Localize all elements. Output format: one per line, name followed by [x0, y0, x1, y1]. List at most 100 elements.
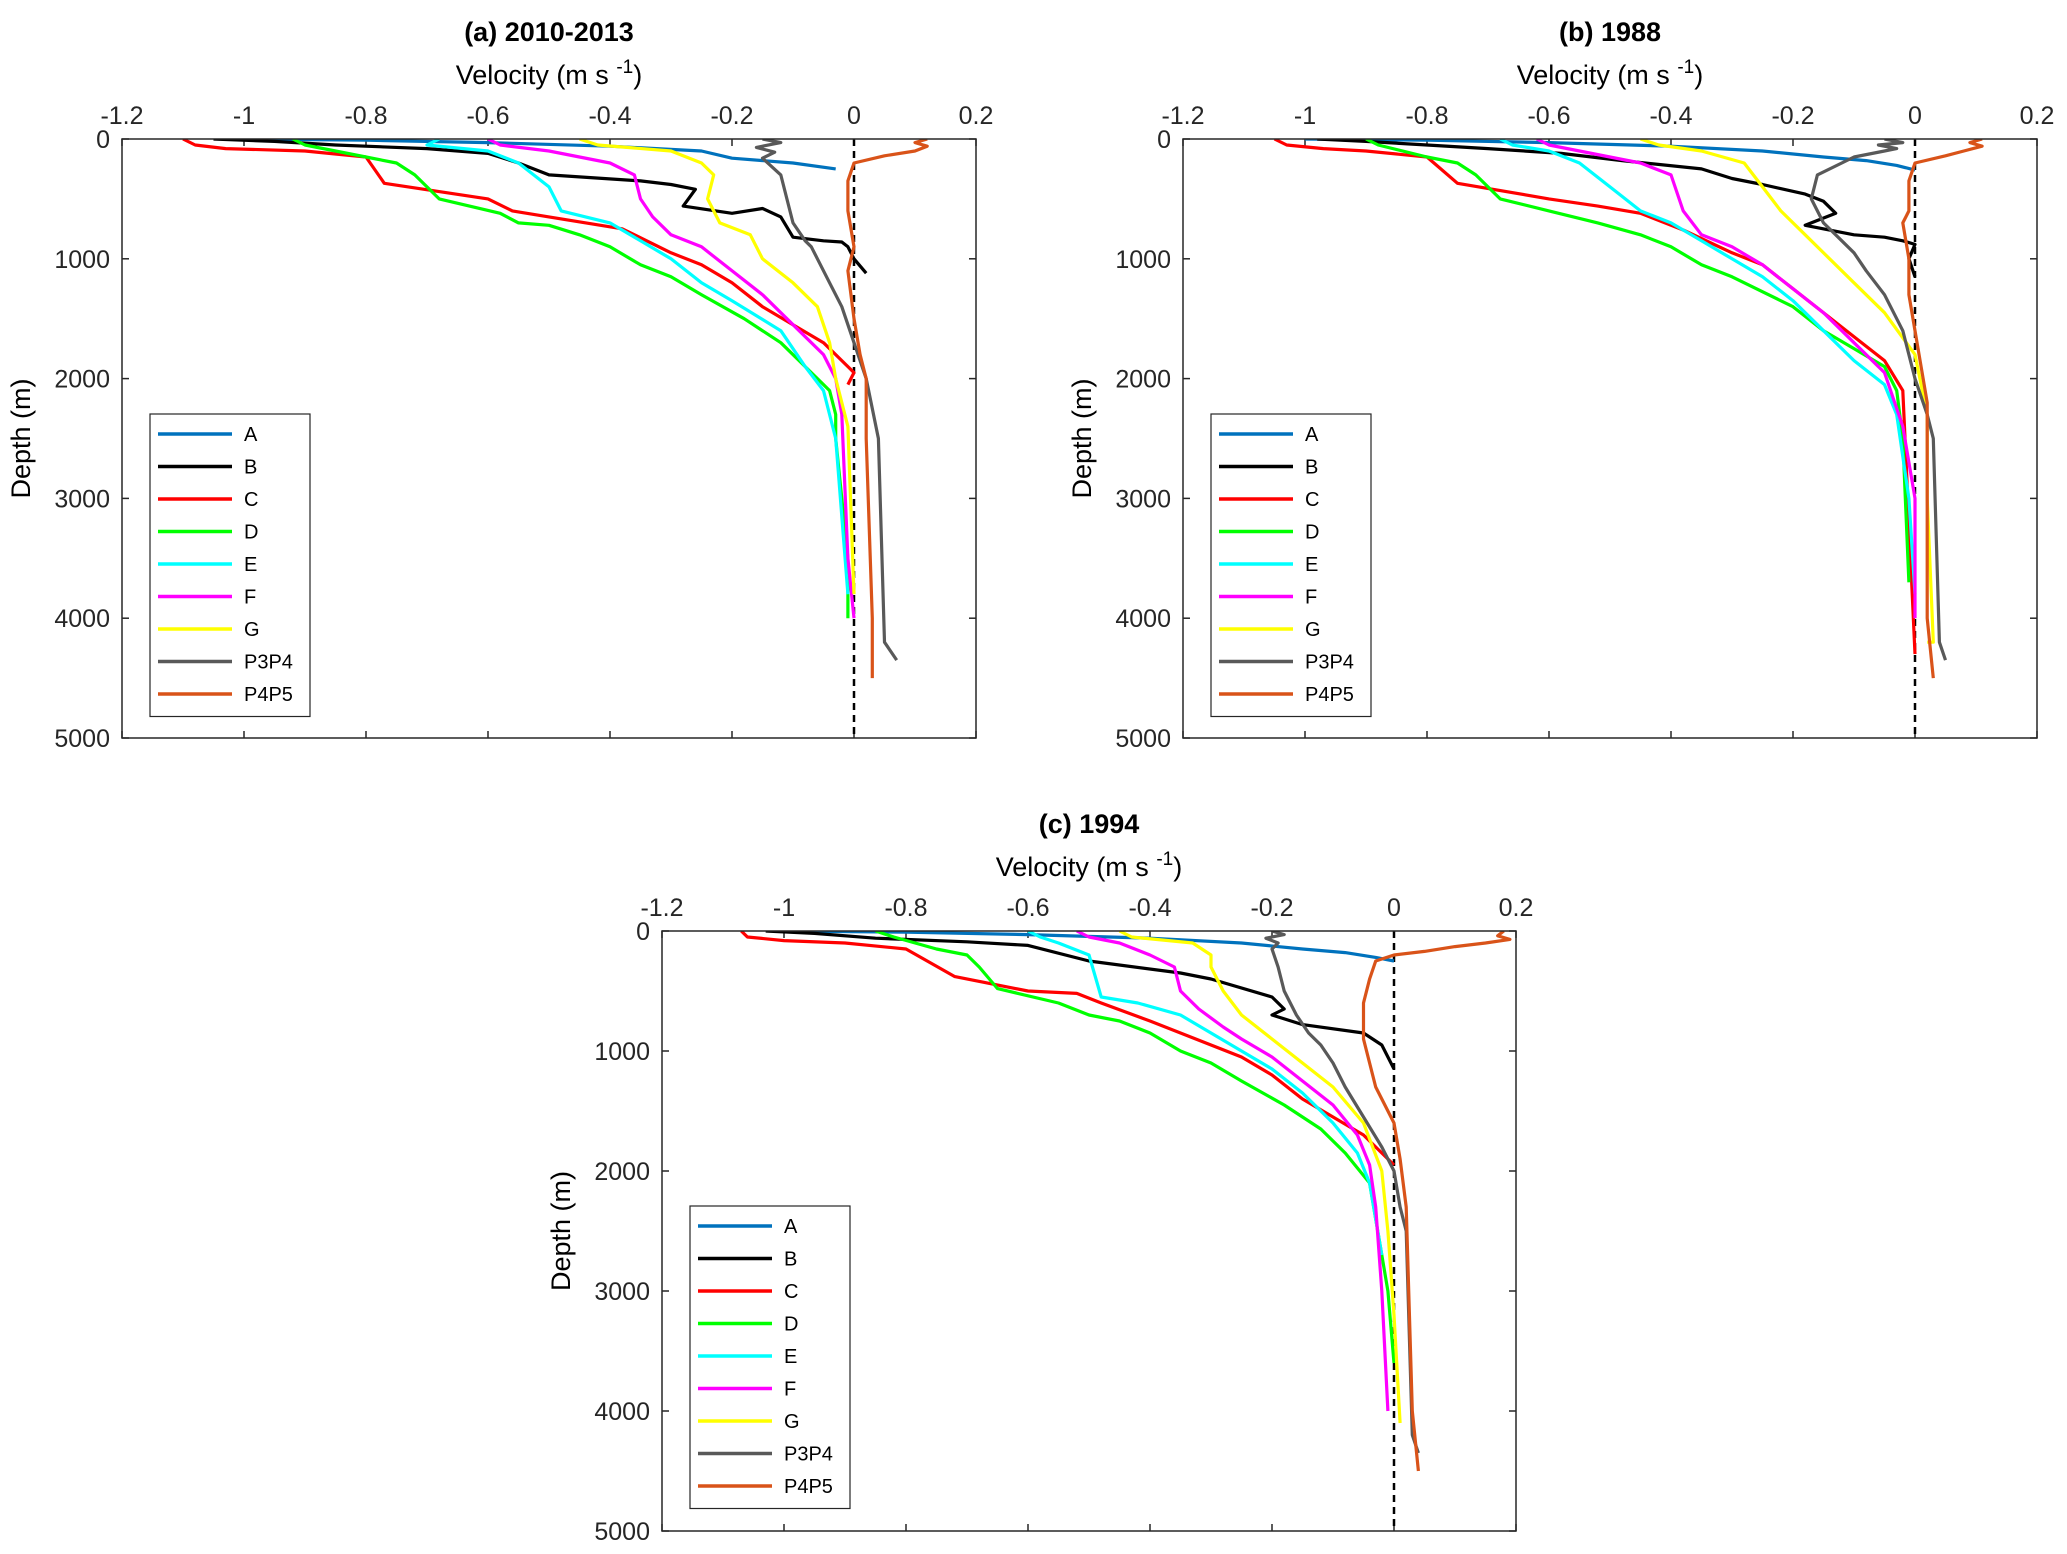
legend-label-f: F	[244, 587, 256, 609]
x-tick-label: -1	[233, 102, 255, 130]
legend-label-c: C	[784, 1281, 798, 1303]
legend-label-d: D	[784, 1314, 798, 1336]
series-line-b	[1317, 139, 1917, 278]
y-tick-label: 2000	[54, 366, 110, 394]
x-axis-label: Velocity (m s -1)	[996, 849, 1182, 882]
x-axis-label: Velocity (m s -1)	[456, 57, 642, 90]
y-tick-label: 1000	[54, 246, 110, 274]
legend-label-f: F	[784, 1379, 796, 1401]
legend-label-p3p4: P3P4	[1305, 652, 1354, 674]
series-line-e	[1499, 139, 1917, 595]
axes-frame	[1182, 138, 2038, 739]
legend-label-p3p4: P3P4	[244, 652, 293, 674]
chart-title: (a) 2010-2013	[464, 17, 634, 47]
y-tick-label: 3000	[1115, 485, 1171, 513]
legend-label-e: E	[784, 1346, 797, 1368]
legend-label-p3p4: P3P4	[784, 1444, 833, 1466]
legend-label-b: B	[784, 1249, 797, 1271]
y-tick-label: 0	[636, 918, 650, 946]
chart-title: (c) 1994	[1039, 809, 1140, 839]
series-line-c	[182, 139, 856, 386]
series-line-f	[487, 139, 856, 619]
chart-title: (b) 1988	[1559, 17, 1661, 47]
axes-frame	[121, 138, 977, 739]
x-tick-label: 0	[1387, 894, 1401, 922]
series-line-p4p5	[846, 139, 929, 679]
x-tick-label: -0.6	[466, 102, 509, 130]
x-tick-label: -0.6	[1006, 894, 1049, 922]
series-line-a	[783, 931, 1395, 963]
y-tick-label: 1000	[594, 1038, 650, 1066]
y-tick-label: 1000	[1115, 246, 1171, 274]
chart-panel-1: (a) 2010-2013 Velocity (m s -1) Depth (m) -…	[6, 17, 993, 753]
y-tick-label: 2000	[1115, 366, 1171, 394]
y-tick-label: 5000	[1115, 725, 1171, 753]
series-line-d	[875, 931, 1396, 1364]
series-line-e	[425, 139, 850, 595]
chart-panel-3: (c) 1994 Velocity (m s -1) Depth (m) -1.2 -1…	[546, 809, 1533, 1546]
legend-label-a: A	[1305, 424, 1319, 446]
series-line-f	[1536, 139, 1917, 619]
series-line-d	[1365, 139, 1911, 583]
x-tick-label: -0.8	[344, 102, 387, 130]
x-tick-label: 0.2	[2020, 102, 2055, 130]
x-tick-label: -0.4	[1128, 894, 1171, 922]
x-tick-label: -0.2	[710, 102, 753, 130]
x-tick-label: -1.2	[100, 102, 143, 130]
x-tick-label: -0.4	[1649, 102, 1692, 130]
legend-label-c: C	[244, 489, 258, 511]
y-tick-label: 3000	[594, 1278, 650, 1306]
legend-label-a: A	[784, 1216, 798, 1238]
series-line-p4p5	[1361, 931, 1512, 1472]
series-line-c	[1273, 139, 1917, 655]
x-tick-label: -0.8	[884, 894, 927, 922]
legend-label-b: B	[244, 457, 257, 479]
legend-label-f: F	[1305, 587, 1317, 609]
x-tick-label: -1	[773, 894, 795, 922]
y-tick-label: 4000	[594, 1398, 650, 1426]
x-tick-label: -1.2	[1161, 102, 1204, 130]
series-line-p3p4	[1264, 931, 1420, 1454]
series-line-g	[579, 139, 856, 595]
series-line-b	[213, 139, 868, 275]
series-line-p3p4	[754, 139, 899, 662]
x-tick-label: -1	[1294, 102, 1316, 130]
x-tick-label: 0.2	[1499, 894, 1534, 922]
x-tick-label: 0.2	[959, 102, 994, 130]
y-tick-label: 4000	[54, 605, 110, 633]
x-tick-label: -0.8	[1405, 102, 1448, 130]
x-tick-label: -0.2	[1771, 102, 1814, 130]
x-tick-label: -0.6	[1527, 102, 1570, 130]
series-line-e	[1027, 931, 1384, 1256]
legend-label-e: E	[1305, 554, 1318, 576]
axes-frame	[661, 930, 1517, 1532]
series-line-f	[1076, 931, 1390, 1412]
x-tick-label: -1.2	[640, 894, 683, 922]
y-axis-label: Depth (m)	[1067, 378, 1097, 498]
legend-label-c: C	[1305, 489, 1319, 511]
legend-label-g: G	[244, 619, 260, 641]
legend-label-g: G	[784, 1411, 800, 1433]
y-tick-label: 5000	[594, 1518, 650, 1546]
legend-label-d: D	[244, 522, 258, 544]
y-tick-label: 3000	[54, 485, 110, 513]
x-tick-label: -0.4	[588, 102, 631, 130]
x-tick-label: 0	[847, 102, 861, 130]
legend-label-g: G	[1305, 619, 1321, 641]
y-tick-label: 2000	[594, 1158, 650, 1186]
series-line-d	[292, 139, 850, 619]
x-axis-label: Velocity (m s -1)	[1517, 57, 1703, 90]
series-line-c	[740, 931, 1396, 1167]
legend-label-b: B	[1305, 457, 1318, 479]
legend-label-p4p5: P4P5	[1305, 684, 1354, 706]
series-line-a	[1304, 139, 1916, 172]
legend-label-a: A	[244, 424, 258, 446]
legend-label-e: E	[244, 554, 257, 576]
y-tick-label: 0	[96, 126, 110, 154]
series-line-g	[1118, 931, 1402, 1424]
y-axis-label: Depth (m)	[546, 1171, 576, 1291]
